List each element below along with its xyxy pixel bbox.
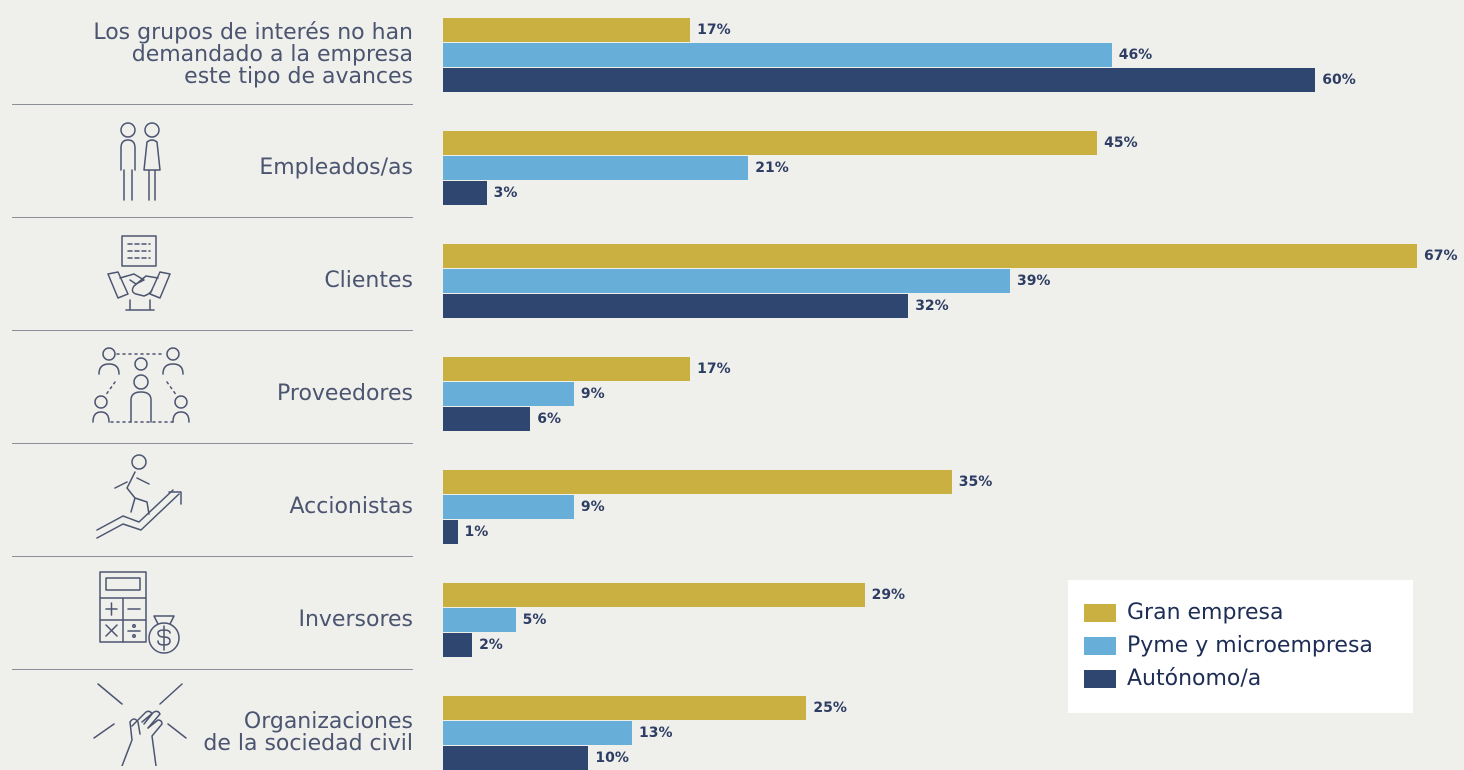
value-label-gran-empresa: 17% [697, 23, 731, 37]
bar-pyme [443, 156, 748, 180]
value-label-autonomo: 2% [479, 638, 503, 652]
value-label-gran-empresa: 17% [697, 362, 731, 376]
value-label-pyme: 21% [755, 161, 789, 175]
runner-growth-icon [95, 452, 185, 542]
value-label-gran-empresa: 25% [813, 701, 847, 715]
value-label-autonomo: 60% [1322, 73, 1356, 87]
value-label-gran-empresa: 35% [959, 475, 993, 489]
bar-pyme [443, 43, 1112, 67]
bar-gran-empresa [443, 244, 1417, 268]
bar-gran-empresa [443, 470, 952, 494]
category-separator [12, 669, 413, 670]
category-separator [12, 104, 413, 105]
bar-gran-empresa [443, 18, 690, 42]
category-label: Accionistas [289, 496, 413, 518]
value-label-autonomo: 3% [494, 186, 518, 200]
bar-pyme [443, 495, 574, 519]
value-label-pyme: 5% [523, 613, 547, 627]
value-label-pyme: 39% [1017, 274, 1051, 288]
value-label-gran-empresa: 45% [1104, 136, 1138, 150]
calculator-money-icon [98, 570, 184, 654]
category-separator [12, 556, 413, 557]
value-label-pyme: 9% [581, 387, 605, 401]
legend-swatch-pyme [1084, 637, 1116, 655]
legend-label-autonomo: Autónomo/a [1127, 666, 1261, 692]
handshake-icon [104, 234, 174, 314]
category-separator [12, 443, 413, 444]
bar-autonomo [443, 746, 588, 770]
bar-gran-empresa [443, 357, 690, 381]
value-label-autonomo: 10% [595, 751, 629, 765]
joined-hands-icon [92, 682, 188, 766]
bar-autonomo [443, 407, 530, 431]
category-label: Inversores [298, 609, 413, 631]
category-separator [12, 330, 413, 331]
value-label-pyme: 13% [639, 726, 673, 740]
bar-autonomo [443, 68, 1315, 92]
employees-icon [110, 118, 170, 208]
category-label: Empleados/as [259, 157, 413, 179]
category-label: Proveedores [277, 383, 413, 405]
legend-swatch-gran-empresa [1084, 604, 1116, 622]
legend-label-gran-empresa: Gran empresa [1127, 600, 1283, 626]
value-label-autonomo: 32% [915, 299, 949, 313]
legend-label-pyme: Pyme y microempresa [1127, 633, 1373, 659]
legend: Gran empresa Pyme y microempresa Autónom… [1068, 580, 1413, 713]
value-label-autonomo: 1% [465, 525, 489, 539]
value-label-gran-empresa: 29% [872, 588, 906, 602]
bar-autonomo [443, 294, 908, 318]
bar-pyme [443, 382, 574, 406]
legend-swatch-autonomo [1084, 670, 1116, 688]
bar-gran-empresa [443, 131, 1097, 155]
bar-autonomo [443, 181, 487, 205]
value-label-autonomo: 6% [537, 412, 561, 426]
value-label-pyme: 9% [581, 500, 605, 514]
suppliers-network-icon [91, 344, 191, 424]
category-label: Clientes [324, 270, 413, 292]
category-separator [12, 217, 413, 218]
value-label-pyme: 46% [1119, 48, 1153, 62]
bar-pyme [443, 608, 516, 632]
bar-gran-empresa [443, 583, 865, 607]
bar-pyme [443, 269, 1010, 293]
bar-pyme [443, 721, 632, 745]
category-label: Organizaciones de la sociedad civil [203, 711, 413, 755]
value-label-gran-empresa: 67% [1424, 249, 1458, 263]
bar-autonomo [443, 633, 472, 657]
bar-autonomo [443, 520, 458, 544]
category-label: Los grupos de interés no han demandado a… [93, 22, 413, 88]
bar-gran-empresa [443, 696, 806, 720]
